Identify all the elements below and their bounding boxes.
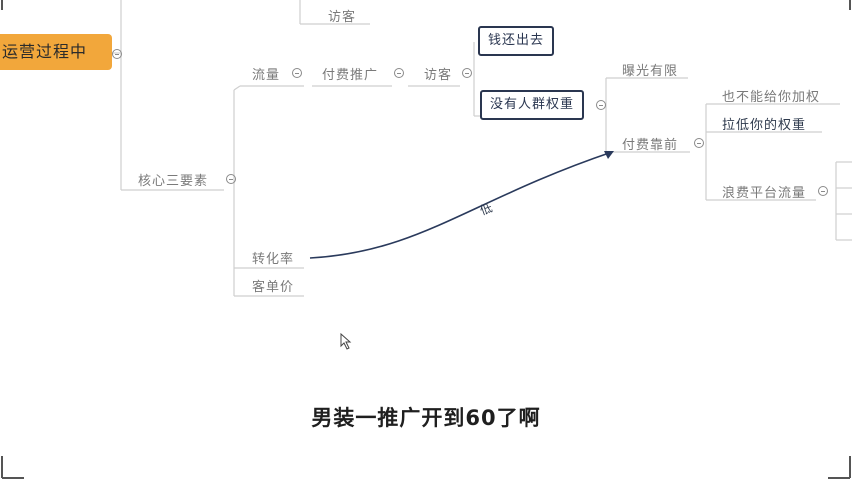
collapse-icon[interactable] — [818, 186, 828, 196]
node-conversion-rate[interactable]: 转化率 — [252, 252, 295, 267]
node-order-value[interactable]: 客单价 — [252, 280, 295, 295]
node-paid-rely[interactable]: 付费靠前 — [622, 138, 679, 153]
node-no-crowd-weight[interactable]: 没有人群权重 — [480, 90, 585, 120]
node-exposure-limited[interactable]: 曝光有限 — [622, 64, 679, 79]
node-waste-traffic[interactable]: 浪费平台流量 — [722, 186, 807, 201]
video-subtitle: 男装一推广开到60了啊 — [311, 406, 541, 430]
node-paid-promo[interactable]: 付费推广 — [322, 68, 379, 83]
root-node[interactable]: 运营过程中 — [0, 34, 112, 70]
node-lower-weight[interactable]: 拉低你的权重 — [722, 118, 807, 133]
node-core-elements[interactable]: 核心三要素 — [138, 174, 209, 189]
collapse-icon[interactable] — [394, 68, 404, 78]
collapse-icon[interactable] — [462, 68, 472, 78]
collapse-icon[interactable] — [596, 100, 606, 110]
collapse-icon[interactable] — [292, 68, 302, 78]
node-no-add-weight[interactable]: 也不能给你加权 — [722, 90, 821, 105]
collapse-icon[interactable] — [112, 49, 122, 59]
node-visitor-top[interactable]: 访客 — [328, 10, 357, 25]
collapse-icon[interactable] — [694, 138, 704, 148]
node-traffic[interactable]: 流量 — [252, 68, 281, 83]
node-visitor[interactable]: 访客 — [424, 68, 453, 83]
node-money-out[interactable]: 钱还出去 — [478, 26, 555, 56]
collapse-icon[interactable] — [226, 174, 236, 184]
